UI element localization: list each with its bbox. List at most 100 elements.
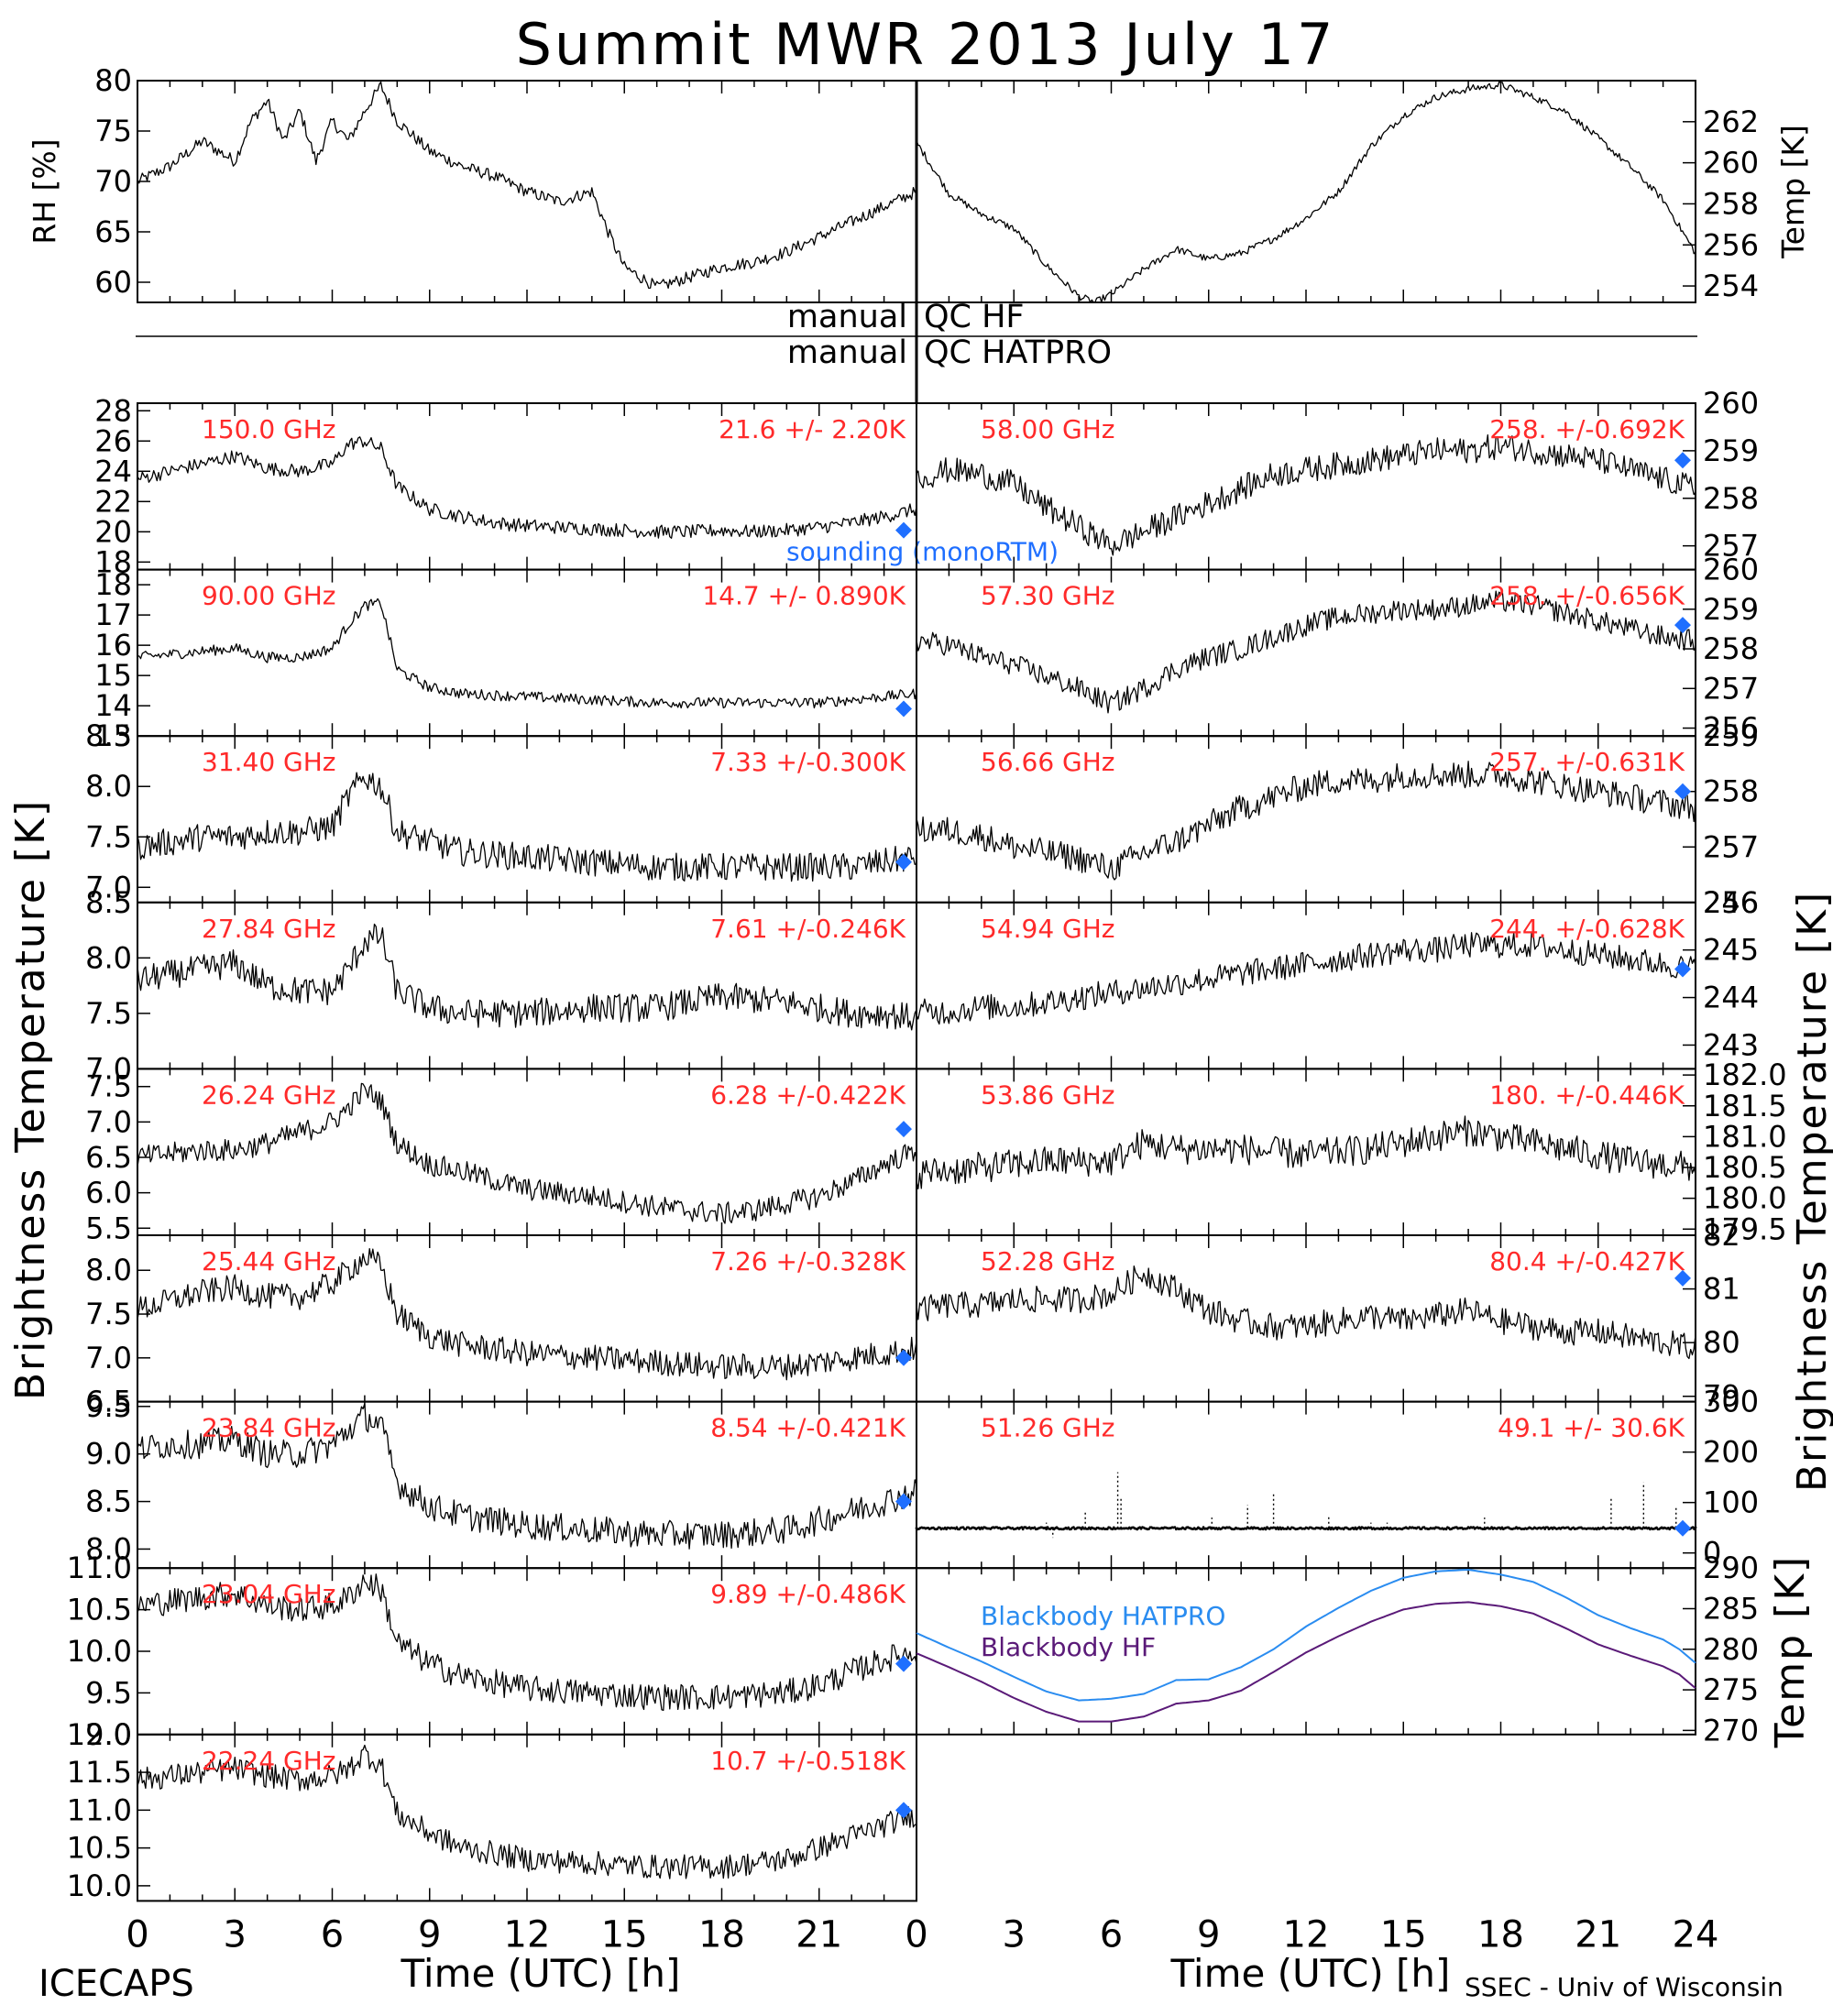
rh-frame: [137, 80, 917, 303]
y-tick-label: 17: [94, 597, 132, 632]
blackbody-ylabel: Temp [K]: [1767, 1555, 1814, 1748]
y-tick-label: 260: [1703, 146, 1759, 181]
data-point: [1630, 1528, 1633, 1531]
data-trace: [137, 1248, 917, 1381]
panel-bt-right2: 256 257 258 259 56.66 GHz 257. +/-0.631K: [916, 718, 1759, 920]
y-tick-label: 275: [1703, 1672, 1759, 1707]
data-trace: [137, 1573, 917, 1712]
y-tick-label: 270: [1703, 1713, 1759, 1748]
channel-label: 31.40 GHz: [202, 747, 336, 777]
channel-label: 150.0 GHz: [202, 414, 336, 444]
y-tick-label: 179.5: [1703, 1211, 1787, 1246]
y-tick-label: 14: [94, 688, 132, 723]
sounding-label: sounding (monoRTM): [786, 537, 1059, 567]
y-tick-label: 245: [1703, 933, 1759, 968]
x-tick-label: 15: [601, 1913, 648, 1956]
x-tick-label: 6: [1100, 1913, 1123, 1956]
y-tick-label: 7.5: [85, 996, 132, 1031]
x-tick-label: 21: [796, 1913, 842, 1956]
y-tick-label: 7.0: [85, 870, 132, 904]
blackbody-series-line: [916, 1601, 1696, 1723]
y-tick-label: 12.0: [67, 1717, 132, 1752]
y-tick-label: 70: [94, 164, 132, 199]
y-tick-label: 258: [1703, 186, 1759, 221]
y-tick-label: 259: [1703, 592, 1759, 627]
data-trace: [137, 1403, 917, 1550]
y-tick-label: 257: [1703, 529, 1759, 564]
panel-bt-left3: 7.0 7.5 8.0 8.5 27.84 GHz 7.61 +/-0.246K: [85, 885, 917, 1086]
y-tick-label: 258: [1703, 481, 1759, 516]
right-time-label: Time (UTC) [h]: [1170, 1951, 1451, 1996]
channel-stat: 14.7 +/- 0.890K: [702, 581, 906, 611]
y-tick-label: 246: [1703, 885, 1759, 920]
y-tick-label: 8.5: [85, 885, 132, 920]
y-tick-label: 9.0: [85, 1437, 132, 1472]
y-tick-label: 285: [1703, 1591, 1759, 1626]
y-tick-label: 9.5: [85, 1675, 132, 1710]
sounding-marker: [895, 1655, 912, 1672]
channel-label: 53.86 GHz: [981, 1079, 1115, 1110]
panel-bt-right5: 79 80 81 82 52.28 GHz 80.4 +/-0.427K: [916, 1218, 1740, 1414]
y-tick-label: 11.0: [67, 1550, 132, 1585]
data-trace: [916, 434, 1696, 556]
channel-stat: 21.6 +/- 2.20K: [719, 414, 906, 444]
data-point: [1173, 1526, 1177, 1529]
panel-bt-left2: 7.0 7.5 8.0 8.5 31.40 GHz 7.33 +/-0.300K: [85, 718, 917, 904]
channel-stat: 6.28 +/-0.422K: [710, 1079, 906, 1110]
panel-blackbody-right7: 270 275 280 285 290 Blackbody HATPROBlackbody…: [916, 1550, 1814, 1748]
x-tick-label: 15: [1380, 1913, 1427, 1956]
panel-bt-left7: 9.0 9.5 10.0 10.5 11.0 23.04 GHz 9.89 +/-0.486…: [67, 1550, 917, 1752]
data-trace: [137, 597, 917, 709]
y-tick-label: 9.5: [85, 1389, 132, 1424]
y-tick-label: 7.0: [85, 1051, 132, 1086]
blackbody-series-line: [916, 1568, 1696, 1702]
y-tick-label: 182.0: [1703, 1057, 1787, 1092]
y-tick-label: 10.5: [67, 1593, 132, 1627]
y-tick-label: 256: [1703, 227, 1759, 262]
y-tick-label: 16: [94, 628, 132, 663]
y-tick-label: 10.0: [67, 1868, 132, 1903]
y-tick-label: 8.0: [85, 940, 132, 975]
channel-stat: 258. +/-0.656K: [1489, 581, 1685, 611]
x-tick-label: 18: [1477, 1913, 1524, 1956]
channel-label: 23.84 GHz: [202, 1413, 336, 1443]
data-point: [1201, 1528, 1204, 1531]
y-tick-label: 7.0: [85, 1341, 132, 1375]
panel-temp-1: 254 256 258 260 262 Temp [K]: [916, 80, 1811, 303]
qc-hf-left-label: manual: [787, 299, 907, 335]
y-tick-label: 257: [1703, 671, 1759, 706]
sounding-marker: [895, 1349, 912, 1366]
y-tick-label: 256: [1703, 885, 1759, 920]
y-tick-label: 0: [1703, 1536, 1721, 1571]
qc-hatpro-right-label: QC HATPRO: [924, 334, 1112, 371]
sounding-marker: [895, 700, 912, 718]
y-tick-label: 80: [94, 63, 132, 98]
y-tick-label: 259: [1703, 433, 1759, 468]
x-tick-label: 6: [321, 1913, 344, 1956]
panel-bt-left6: 8.0 8.5 9.0 9.5 23.84 GHz 8.54 +/-0.421K: [85, 1389, 917, 1570]
x-tick-label: 12: [1283, 1913, 1330, 1956]
ssec-credit: SSEC - Univ of Wisconsin: [1465, 1972, 1784, 2002]
data-point: [1045, 1528, 1048, 1531]
data-point: [1444, 1528, 1448, 1531]
channel-label: 58.00 GHz: [981, 414, 1115, 444]
data-point: [1631, 1526, 1635, 1529]
sounding-marker: [1674, 1519, 1691, 1537]
y-tick-label: 7.5: [85, 819, 132, 854]
panel-bt-left8: 10.010.5 11.011.512.0 22.24 GHz 10.7 +/-0.5…: [67, 1717, 917, 1903]
panel-bt-right1: 256 257 258 259 260 57.30 GHz 258. +/-0.656K: [916, 553, 1759, 746]
channel-label: 90.00 GHz: [202, 581, 336, 611]
y-tick-label: 15: [94, 658, 132, 693]
y-tick-label: 260: [1703, 553, 1759, 587]
x-tick-label: 3: [1003, 1913, 1026, 1956]
y-tick-label: 180.5: [1703, 1150, 1787, 1185]
channel-label: 52.28 GHz: [981, 1246, 1115, 1276]
channel-label: 51.26 GHz: [981, 1413, 1115, 1443]
y-tick-label: 11.5: [67, 1755, 132, 1790]
x-tick-label: 0: [905, 1913, 927, 1956]
